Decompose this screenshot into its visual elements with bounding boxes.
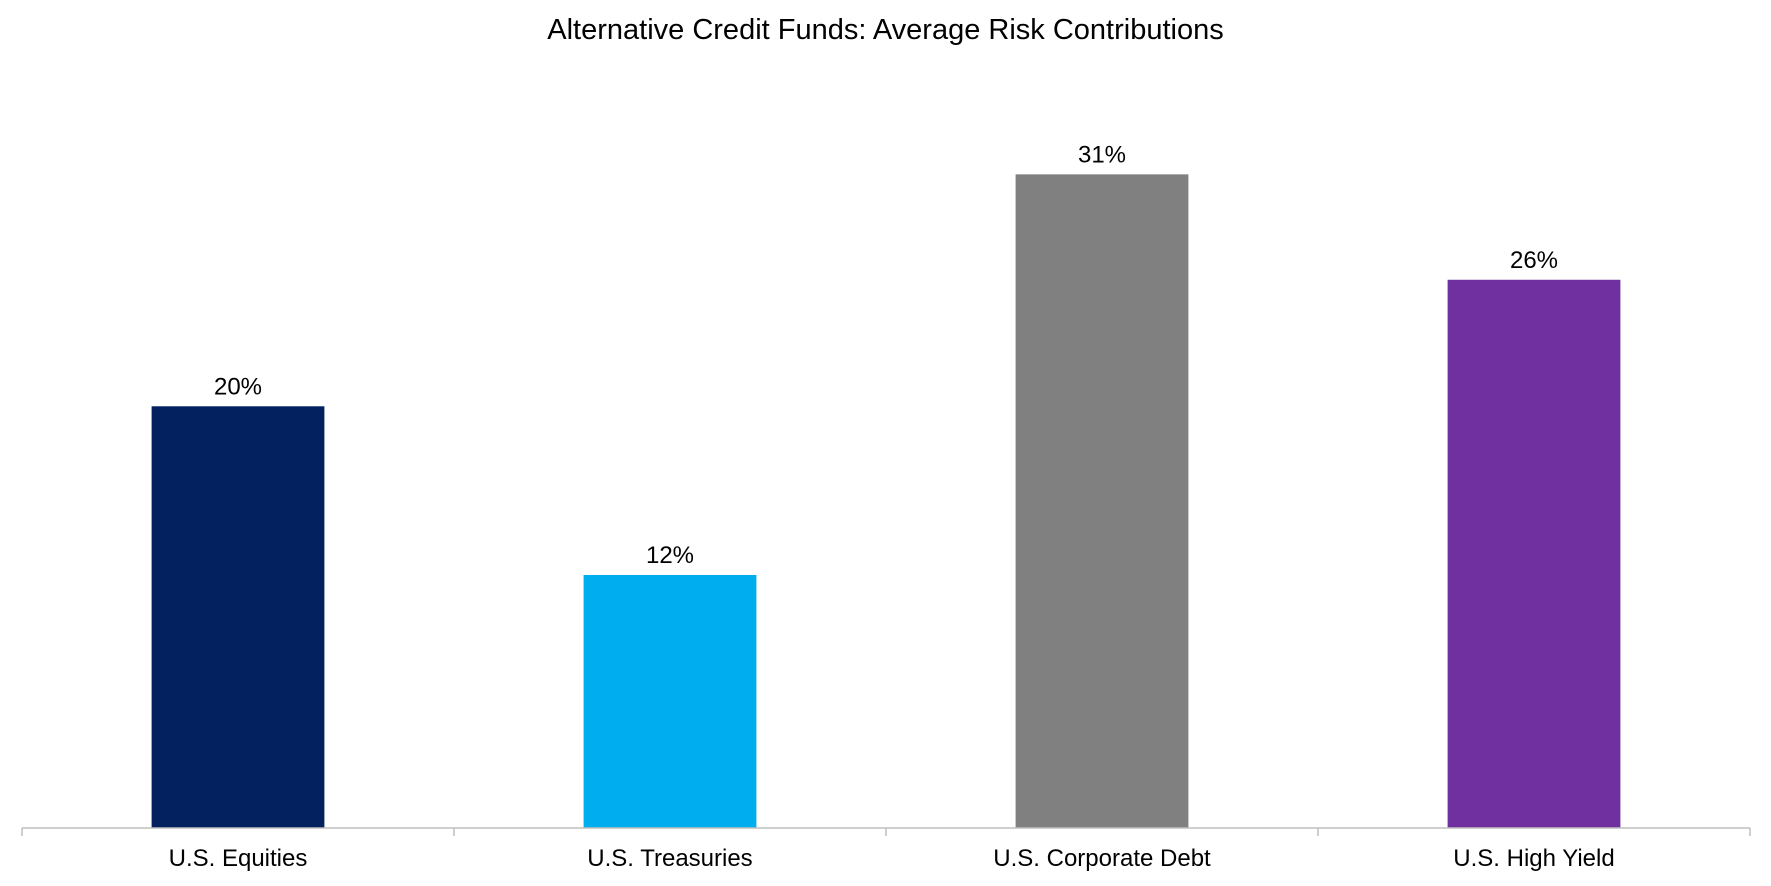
bar — [1447, 279, 1621, 828]
x-tick-label: U.S. Equities — [169, 845, 308, 872]
x-tick-label: U.S. Treasuries — [587, 845, 752, 872]
x-tick-label: U.S. Corporate Debt — [993, 845, 1211, 872]
data-label: 12% — [646, 542, 694, 569]
x-tick-label: U.S. High Yield — [1453, 845, 1614, 872]
data-label: 20% — [214, 373, 262, 400]
data-label: 26% — [1510, 247, 1558, 274]
bar — [1015, 174, 1189, 829]
chart-title: Alternative Credit Funds: Average Risk C… — [547, 14, 1224, 46]
data-label: 31% — [1078, 141, 1126, 168]
bar — [583, 574, 757, 828]
bar — [151, 406, 325, 828]
